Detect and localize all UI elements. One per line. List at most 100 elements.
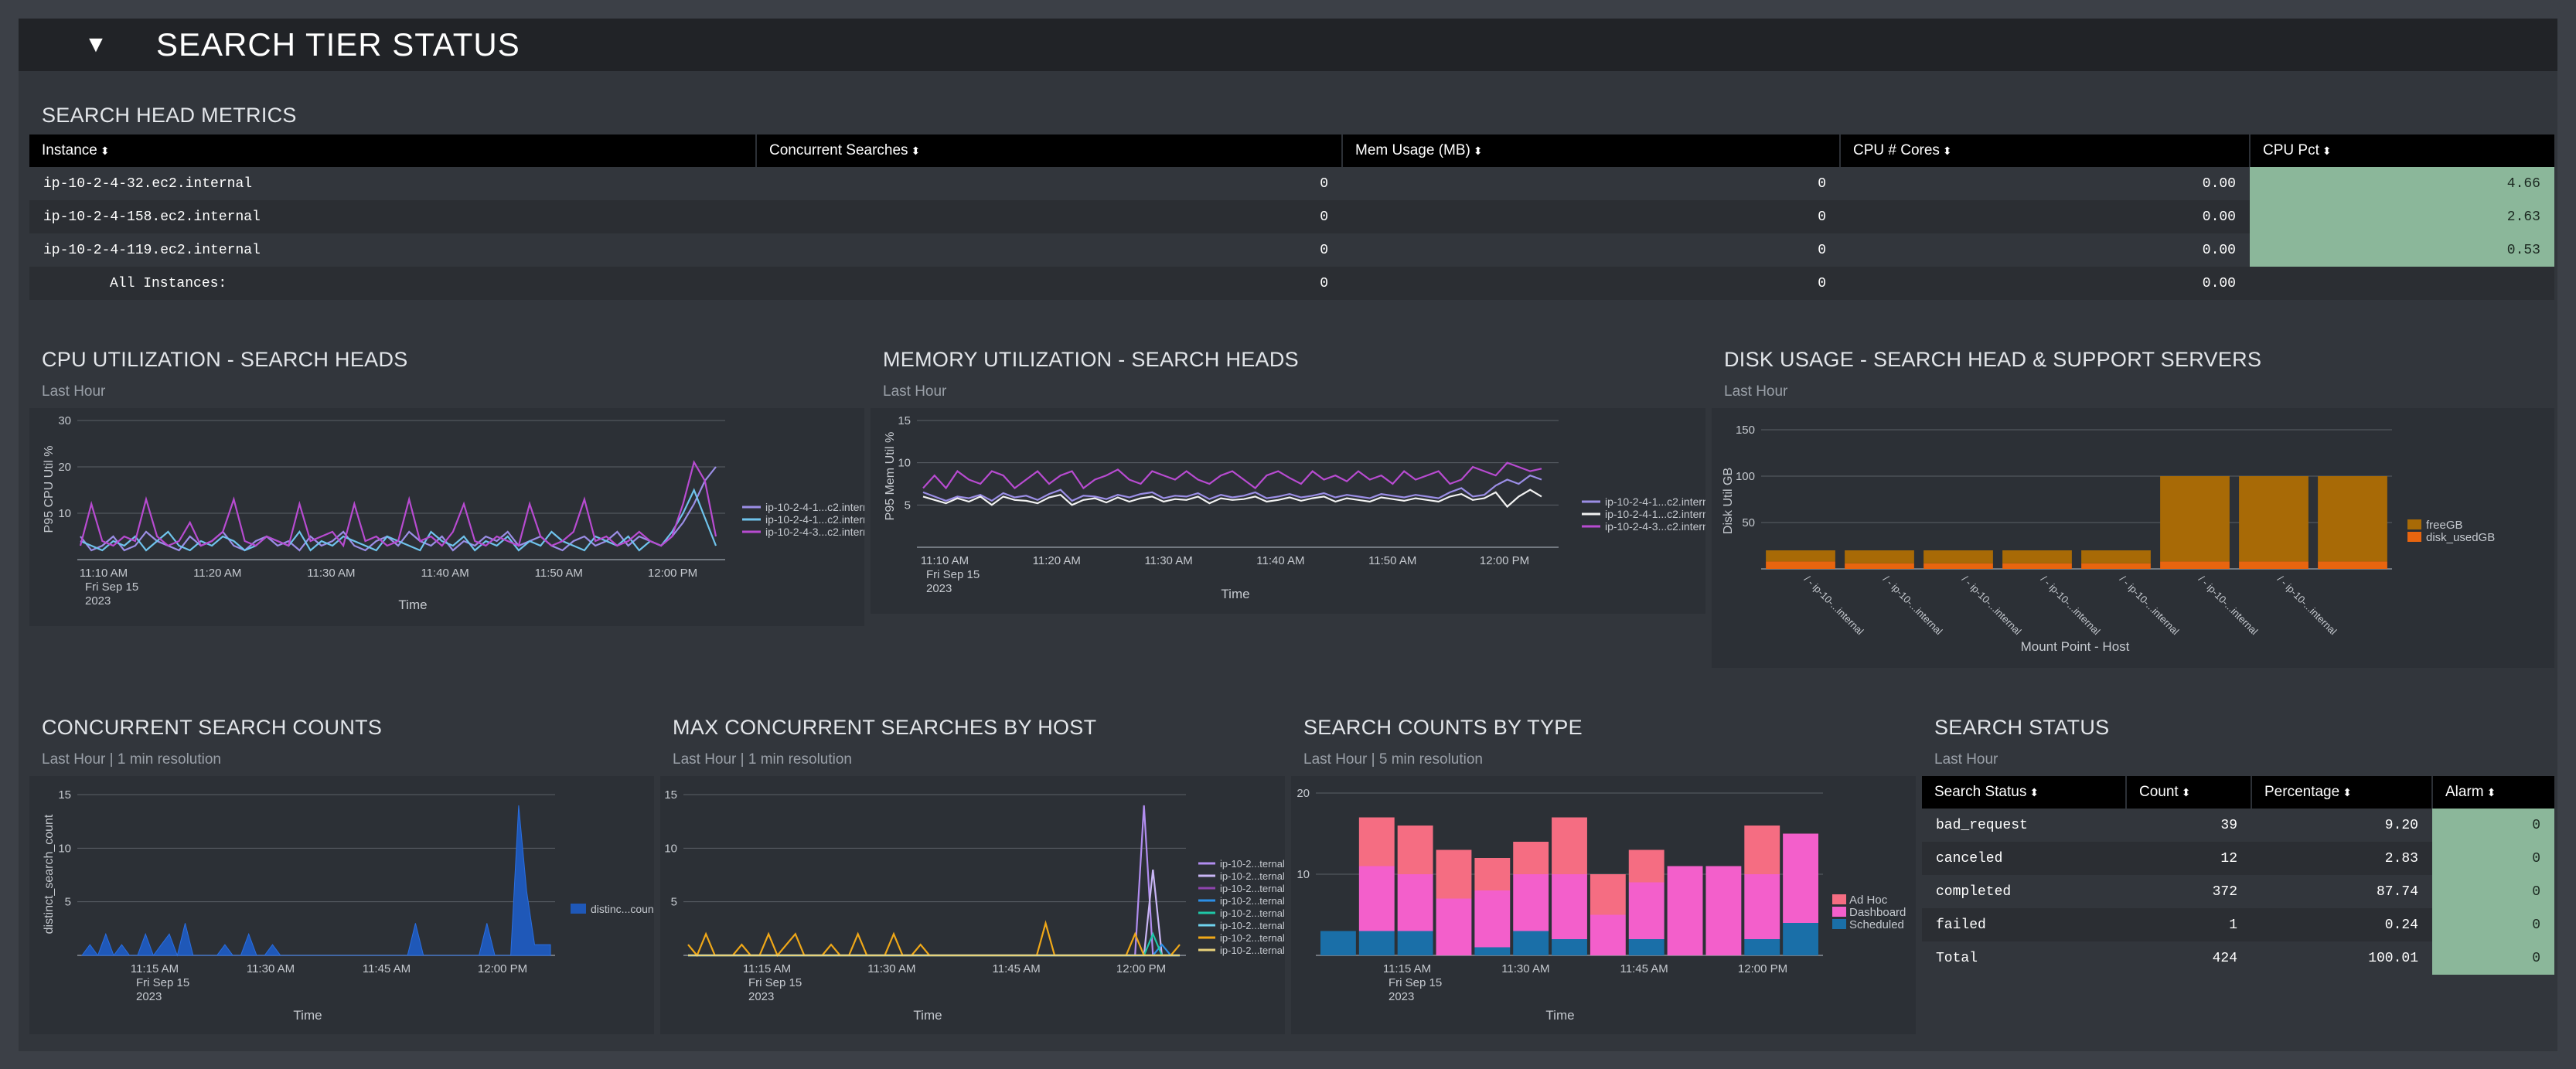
column-header-percentage[interactable]: Percentage ⬍ xyxy=(2251,776,2432,809)
cores-cell: 0.00 xyxy=(1840,167,2250,200)
column-header-count[interactable]: Count ⬍ xyxy=(2125,776,2251,809)
cpu-util-chart: P95 CPU Util % Time 10 20 30 11:10 AM Fri Se… xyxy=(29,408,877,626)
status-cell: completed xyxy=(1922,875,2126,908)
bar-segment xyxy=(2002,550,2072,563)
y-tick-label: 10 xyxy=(1297,868,1310,881)
mem-util-subtitle: Last Hour xyxy=(883,383,947,400)
status-cell: bad_request xyxy=(1922,809,2126,842)
x-tick-label: 11:45 AM xyxy=(993,962,1041,975)
alarm-cell: 0 xyxy=(2432,908,2554,941)
bar-segment xyxy=(1590,914,1626,955)
legend-label: ip-10-2-4-1...c2.internal xyxy=(765,501,864,513)
bar-segment xyxy=(1436,898,1472,955)
x-tick-label: 11:15 AM xyxy=(131,962,179,975)
x-tick-label: 12:00 PM xyxy=(478,962,527,975)
y-tick-label: 10 xyxy=(58,842,71,855)
bar-segment xyxy=(1628,939,1665,955)
bar-segment xyxy=(1783,923,1819,955)
bar-segment xyxy=(1783,833,1819,923)
bar-segment xyxy=(1845,563,1914,569)
column-header-search-status[interactable]: Search Status ⬍ xyxy=(1922,776,2126,809)
cores-cell: 0.00 xyxy=(1840,267,2250,300)
x-tick-date-label: Fri Sep 15 xyxy=(926,568,980,581)
cpu-util-title: CPU UTILIZATION - SEARCH HEADS xyxy=(42,348,408,371)
count-cell: 39 xyxy=(2126,809,2251,842)
y-tick-label: 20 xyxy=(1297,787,1310,800)
count-cell: 372 xyxy=(2126,875,2251,908)
dashboard-header: ▼ SEARCH TIER STATUS xyxy=(19,19,2557,71)
y-axis-label: Disk Util GB xyxy=(1722,468,1735,534)
y-tick-label: 15 xyxy=(58,788,71,802)
y-tick-label: 100 xyxy=(1736,470,1755,483)
legend-label: ip-10-2...ternal xyxy=(1220,945,1285,956)
bar-segment xyxy=(1358,931,1395,955)
sort-icon: ⬍ xyxy=(2486,786,2496,798)
legend-label: Ad Hoc xyxy=(1849,894,1888,907)
x-tick-label: 11:10 AM xyxy=(80,567,128,580)
count-cell: 1 xyxy=(2126,908,2251,941)
series-line xyxy=(922,461,1542,490)
bar-segment xyxy=(1705,866,1742,955)
bar-segment xyxy=(1628,849,1665,883)
x-tick-date-label: Fri Sep 15 xyxy=(748,976,802,989)
search-status-subtitle: Last Hour xyxy=(1934,751,1998,768)
bar-segment xyxy=(1397,874,1433,931)
bar-segment xyxy=(1320,931,1356,955)
legend-label: ip-10-2...ternal xyxy=(1220,932,1285,944)
alarm-cell: 0 xyxy=(2432,941,2554,975)
bar-segment xyxy=(1552,939,1587,955)
cpu-pct-cell xyxy=(2250,267,2554,300)
sort-icon: ⬍ xyxy=(1473,145,1483,157)
column-header-concurrent-searches[interactable]: Concurrent Searches ⬍ xyxy=(755,134,1342,167)
concurrent-cell: 0 xyxy=(756,167,1342,200)
x-tick-label: / - ip-10-...internal xyxy=(2196,574,2261,638)
sort-icon: ⬍ xyxy=(2029,786,2039,798)
legend-label: Scheduled xyxy=(1849,918,1904,931)
legend-label: ip-10-2-4-1...c2.internal xyxy=(765,513,864,526)
bar-segment xyxy=(1358,817,1395,866)
mem-cell: 0 xyxy=(1342,167,1840,200)
column-header-cpu-cores[interactable]: CPU # Cores ⬍ xyxy=(1839,134,2250,167)
series-line xyxy=(922,489,1542,509)
x-tick-label: 11:50 AM xyxy=(535,567,583,580)
legend-label: freeGB xyxy=(2426,519,2463,532)
concurrent-cell: 0 xyxy=(756,200,1342,233)
y-tick-label: 15 xyxy=(664,788,677,802)
search-status-title: SEARCH STATUS xyxy=(1934,716,2110,739)
x-tick-label: 11:40 AM xyxy=(1256,554,1304,567)
bar-segment xyxy=(2160,561,2230,569)
disk-usage-title: DISK USAGE - SEARCH HEAD & SUPPORT SERVE… xyxy=(1724,348,2262,371)
bar-segment xyxy=(1513,931,1549,955)
column-header-instance[interactable]: Instance ⬍ xyxy=(29,134,756,167)
x-tick-date-label: Fri Sep 15 xyxy=(85,580,138,594)
x-tick-label: 11:30 AM xyxy=(307,567,355,580)
column-header-mem-usage[interactable]: Mem Usage (MB) ⬍ xyxy=(1341,134,1840,167)
bar-segment xyxy=(1766,550,1835,562)
legend-label: disk_usedGB xyxy=(2426,531,2495,544)
bar-segment xyxy=(1923,563,1993,569)
sort-icon: ⬍ xyxy=(2322,145,2332,157)
x-tick-label: / - ip-10-...internal xyxy=(1802,574,1866,638)
y-tick-label: 5 xyxy=(65,896,71,909)
bar-segment xyxy=(1667,866,1703,955)
collapse-toggle-icon[interactable]: ▼ xyxy=(84,32,107,57)
bar-segment xyxy=(1552,874,1587,939)
column-header-alarm[interactable]: Alarm ⬍ xyxy=(2431,776,2554,809)
bar-segment xyxy=(1552,817,1587,874)
x-tick-label: 11:40 AM xyxy=(421,567,469,580)
bar-segment xyxy=(1397,931,1433,955)
legend-label: ip-10-2-4-3...c2.internal xyxy=(765,526,864,538)
legend-swatch xyxy=(1832,919,1846,929)
bar-segment xyxy=(1845,550,1914,563)
x-tick-label: 11:20 AM xyxy=(193,567,241,580)
table-row: ip-10-2-4-119.ec2.internal 0 0 0.00 0.53 xyxy=(29,233,2554,267)
counts-by-type-chart: Time 10 20 11:15 AM Fri Sep 15 2023 11:30 AM 1… xyxy=(1291,776,1916,1034)
bar-segment xyxy=(1744,826,1780,874)
concurrent-counts-chart: distinct_search_count Time 5 10 15 11:15 AM… xyxy=(29,776,657,1034)
count-cell: 424 xyxy=(2126,941,2251,975)
legend-label: ip-10-2-4-1...c2.internal xyxy=(1605,508,1705,520)
column-header-cpu-pct[interactable]: CPU Pct ⬍ xyxy=(2249,134,2554,167)
x-tick-label: / - ip-10-...internal xyxy=(2275,574,2339,638)
